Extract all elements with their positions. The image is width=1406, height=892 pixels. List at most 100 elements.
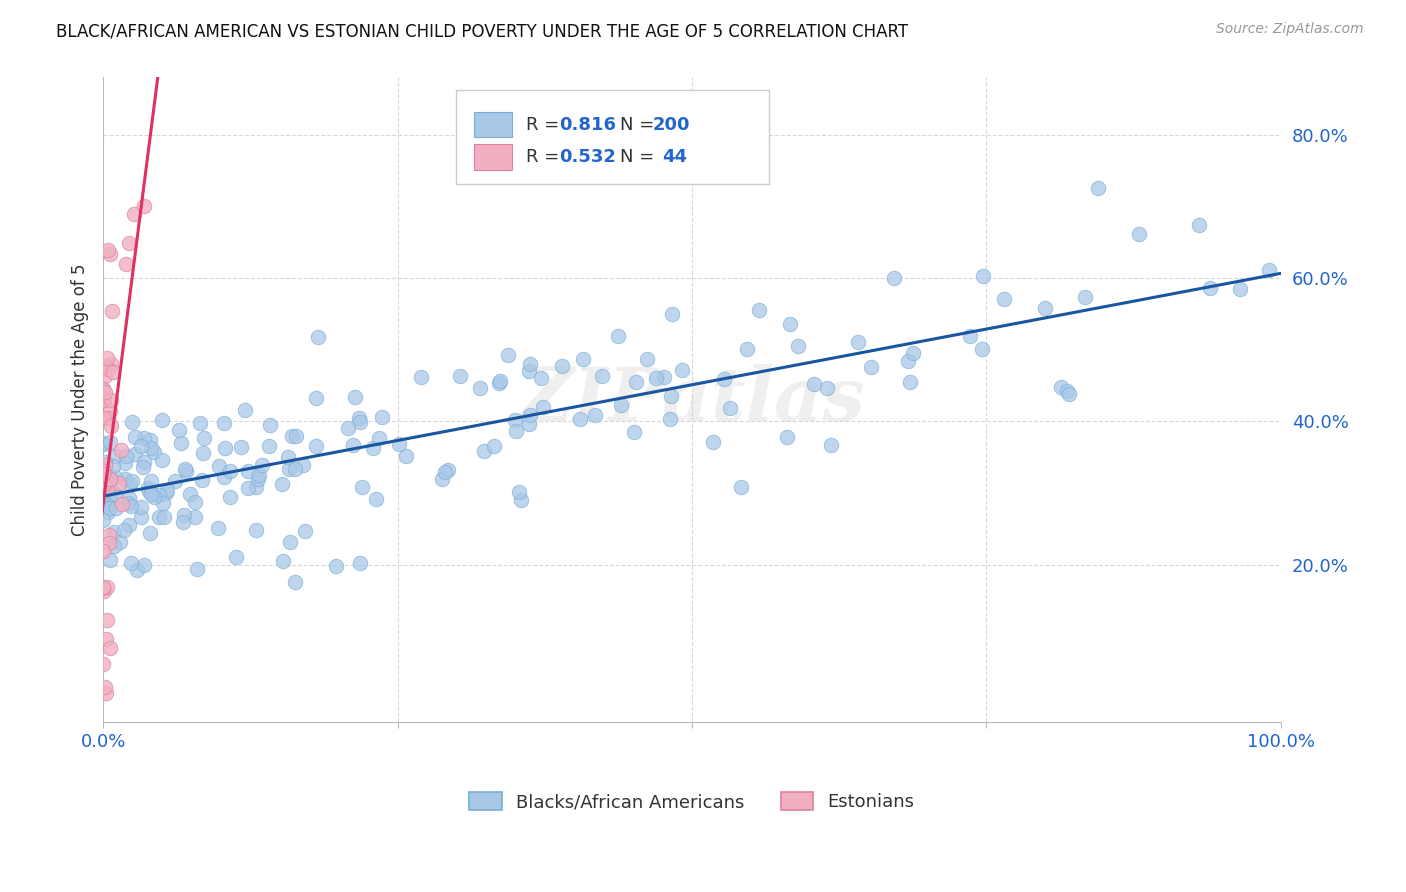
Point bbox=[344, 390, 367, 404]
Point bbox=[815, 381, 838, 395]
Text: ZIPatlas: ZIPatlas bbox=[519, 364, 866, 436]
Point bbox=[96, 580, 118, 594]
Point bbox=[252, 458, 274, 472]
Point bbox=[148, 487, 170, 501]
Point bbox=[118, 517, 141, 532]
Point bbox=[129, 500, 152, 515]
Point bbox=[188, 416, 211, 430]
Point bbox=[304, 391, 326, 405]
Point bbox=[748, 302, 770, 317]
Point bbox=[488, 376, 510, 390]
Point bbox=[970, 342, 993, 356]
Point bbox=[1074, 290, 1097, 304]
Point bbox=[97, 361, 120, 376]
Point bbox=[169, 423, 191, 437]
Point bbox=[111, 497, 134, 511]
Text: N =: N = bbox=[620, 148, 654, 166]
Point bbox=[292, 458, 315, 472]
Legend: Blacks/African Americans, Estonians: Blacks/African Americans, Estonians bbox=[460, 782, 924, 820]
Point bbox=[786, 339, 808, 353]
Text: 0.816: 0.816 bbox=[560, 115, 616, 134]
Point bbox=[96, 473, 118, 487]
Point bbox=[247, 468, 270, 483]
FancyBboxPatch shape bbox=[474, 112, 512, 137]
Text: 0.532: 0.532 bbox=[560, 148, 616, 166]
Point bbox=[1087, 181, 1109, 195]
Point bbox=[91, 657, 114, 672]
Point bbox=[591, 369, 613, 384]
Point bbox=[98, 501, 121, 516]
Point bbox=[1128, 227, 1150, 241]
Point bbox=[860, 359, 883, 374]
Point bbox=[100, 246, 122, 260]
Point bbox=[259, 439, 281, 453]
Point bbox=[284, 462, 307, 476]
Point bbox=[97, 244, 120, 258]
Point bbox=[208, 458, 231, 473]
Point bbox=[430, 472, 453, 486]
Point bbox=[245, 523, 267, 537]
Point bbox=[1056, 384, 1078, 399]
Point bbox=[96, 467, 118, 481]
Point bbox=[896, 353, 918, 368]
Point bbox=[583, 408, 606, 422]
Point bbox=[993, 293, 1015, 307]
Point bbox=[91, 580, 114, 594]
Point bbox=[124, 447, 146, 461]
FancyBboxPatch shape bbox=[474, 144, 512, 169]
Point bbox=[96, 613, 118, 627]
Y-axis label: Child Poverty Under the Age of 5: Child Poverty Under the Age of 5 bbox=[72, 263, 89, 536]
Point bbox=[132, 454, 155, 468]
Point bbox=[98, 553, 121, 567]
Point bbox=[271, 554, 294, 568]
Point bbox=[97, 474, 120, 488]
Point bbox=[139, 433, 162, 447]
Text: BLACK/AFRICAN AMERICAN VS ESTONIAN CHILD POVERTY UNDER THE AGE OF 5 CORRELATION : BLACK/AFRICAN AMERICAN VS ESTONIAN CHILD… bbox=[56, 22, 908, 40]
Point bbox=[671, 362, 693, 376]
Point bbox=[509, 492, 531, 507]
Point bbox=[489, 374, 512, 388]
Point bbox=[104, 449, 127, 463]
Point bbox=[191, 473, 214, 487]
Point bbox=[371, 409, 394, 424]
Point bbox=[129, 438, 152, 452]
Point bbox=[101, 303, 124, 318]
Point bbox=[115, 257, 138, 271]
Point bbox=[184, 495, 207, 509]
Point bbox=[93, 392, 115, 407]
Point bbox=[280, 429, 302, 443]
Point bbox=[163, 475, 186, 489]
Point bbox=[278, 535, 301, 549]
Point bbox=[776, 429, 799, 443]
Point bbox=[219, 464, 242, 478]
Point bbox=[519, 357, 541, 371]
Point bbox=[644, 371, 666, 385]
Point bbox=[898, 375, 921, 389]
Point bbox=[277, 450, 299, 465]
Point bbox=[236, 481, 259, 495]
Text: R =: R = bbox=[526, 115, 560, 134]
Point bbox=[120, 556, 142, 570]
Point bbox=[661, 307, 683, 321]
Point bbox=[114, 472, 136, 486]
Point bbox=[1050, 380, 1073, 394]
Point bbox=[118, 491, 141, 506]
Point bbox=[737, 342, 759, 356]
Point bbox=[136, 481, 159, 495]
Point bbox=[214, 416, 236, 430]
Point bbox=[91, 392, 114, 406]
Point bbox=[325, 558, 347, 573]
Point bbox=[1057, 387, 1080, 401]
Point bbox=[114, 456, 136, 470]
Point bbox=[110, 442, 132, 457]
Point bbox=[138, 484, 160, 499]
Point bbox=[94, 465, 117, 479]
Point bbox=[1188, 219, 1211, 233]
Point bbox=[134, 431, 156, 445]
Point bbox=[730, 480, 752, 494]
Point bbox=[153, 509, 176, 524]
Point bbox=[610, 398, 633, 412]
Point bbox=[434, 465, 457, 479]
Point bbox=[104, 500, 127, 515]
Point bbox=[172, 515, 194, 529]
